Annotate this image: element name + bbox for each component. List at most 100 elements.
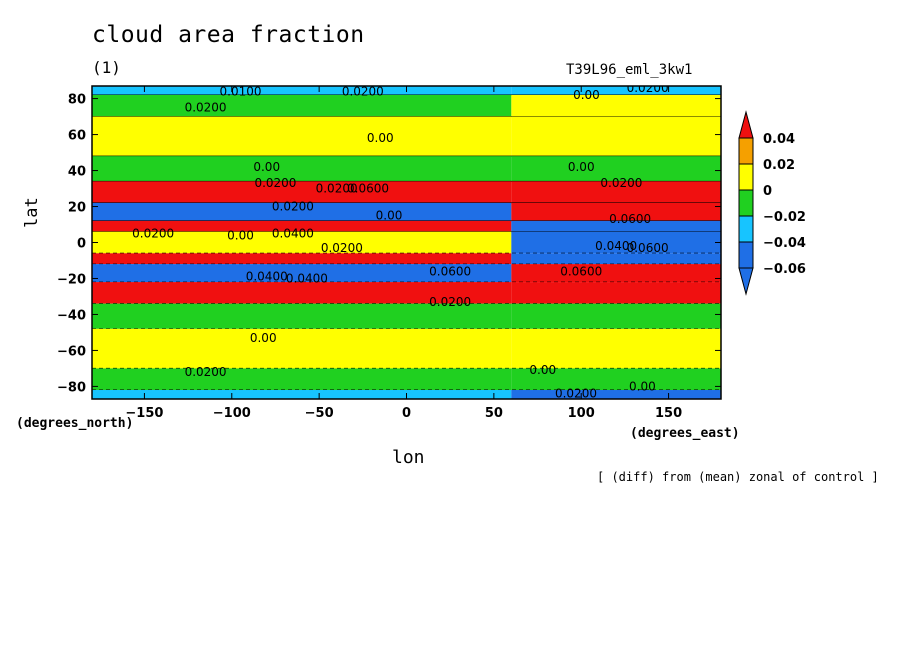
contour-label-1: 0.0200 [185,101,227,115]
contour-label-19: 0.0400 [595,239,637,253]
contour-label-21: 0.0400 [246,270,288,284]
y-ticks: −80 −60 −40 −20 0 20 40 60 80 [57,93,721,395]
band-west-8 [92,253,512,265]
contour-label-29: 0.00 [629,379,656,393]
band-west-4 [92,181,512,203]
band-west-10 [92,282,512,304]
band-west-3 [92,156,512,182]
chart-subtitle: (1) [92,58,121,77]
y-tick-label-0: −80 [57,380,86,395]
band-east-10 [511,282,721,304]
contour-label-16: 0.00 [227,228,254,242]
contour-label-17: 0.0400 [272,227,314,241]
band-east-5 [511,202,721,221]
colorbar-label-5: −0.06 [763,262,806,277]
contour-label-4: 0.0200 [627,81,669,95]
colorbar-segment-2 [738,163,754,191]
colorbar-segment-1 [738,137,754,165]
colorbar-label-2: 0 [763,184,772,199]
colorbar-segment-5 [738,241,754,269]
x-tick-label-4: 50 [485,406,503,421]
contour-label-18: 0.0200 [321,241,363,255]
contour-label-2: 0.0200 [342,84,384,98]
band-west-1 [92,94,512,117]
contour-label-28: 0.00 [529,363,556,377]
band-west-14 [92,390,512,399]
band-east-13 [511,368,721,391]
colorbar-top-arrow [738,110,754,139]
band-west-12 [92,328,512,369]
contour-label-6: 0.00 [253,160,280,174]
y-tick-label-2: −40 [57,308,86,323]
band-east-12 [511,328,721,369]
y-tick-label-3: −20 [57,272,86,287]
y-axis-unit: (degrees_north) [16,416,134,431]
x-tick-label-5: 100 [568,406,595,421]
band-east-7 [511,231,721,254]
contour-label-24: 0.0600 [560,264,602,278]
colorbar-bottom-arrow [738,267,754,296]
band-east-6 [511,220,721,232]
band-west-0 [92,86,512,95]
x-tick-label-3: 0 [402,406,411,421]
contour-label-15: 0.0200 [132,227,174,241]
contour-label-8: 0.0200 [316,182,358,196]
contour-label-26: 0.00 [250,331,277,345]
y-tick-label-7: 60 [68,129,86,144]
band-west-2 [92,116,512,157]
contour-label-14: 0.0600 [609,212,651,226]
band-east-14 [511,390,721,399]
x-axis-unit: (degrees_east) [630,426,740,441]
run-name: T39L96_eml_3kw1 [566,62,693,78]
contour-label-20: 0.0600 [627,241,669,255]
contour-label-5: 0.00 [367,131,394,145]
y-tick-label-8: 80 [68,93,86,108]
contour-label-22: 0.0400 [286,271,328,285]
contour-label-7: 0.0200 [254,176,296,190]
x-tick-label-1: −100 [213,406,251,421]
band-west-6 [92,220,512,232]
contour-label-23: 0.0600 [429,264,471,278]
contour-label-30: 0.0200 [555,387,597,401]
contour-fill-layer [92,86,721,399]
band-east-11 [511,303,721,329]
contour-label-3: 0.00 [573,88,600,102]
y-tick-label-6: 40 [68,165,86,180]
band-west-11 [92,303,512,329]
contour-label-11: 0.0200 [600,176,642,190]
band-east-3 [511,156,721,182]
contour-label-13: 0.00 [376,209,403,223]
band-west-13 [92,368,512,391]
contour-label-27: 0.0200 [185,365,227,379]
y-tick-label-5: 20 [68,201,86,216]
colorbar-label-4: −0.04 [763,236,806,251]
band-west-5 [92,202,512,221]
band-east-4 [511,181,721,203]
colorbar-label-0: 0.04 [763,132,795,147]
band-east-9 [511,264,721,283]
x-ticks: −150 −100 −50 0 50 100 150 [125,86,682,421]
contour-label-9: 0.0600 [347,182,389,196]
band-east-8 [511,253,721,265]
band-east-0 [511,86,721,95]
colorbar-segment-4 [738,215,754,243]
contour-label-12: 0.0200 [272,200,314,214]
x-axis-label: lon [392,447,425,468]
colorbar-segment-3 [738,189,754,217]
colorbar-label-3: −0.02 [763,210,806,225]
x-tick-label-2: −50 [305,406,334,421]
colorbar-label-1: 0.02 [763,158,795,173]
band-east-2 [511,116,721,157]
y-tick-label-1: −60 [57,344,86,359]
x-tick-label-6: 150 [655,406,682,421]
band-west-9 [92,264,512,283]
footnote: [ (diff) from (mean) zonal of control ] [597,470,879,484]
band-east-1 [511,94,721,117]
chart-title: cloud area fraction [92,22,365,48]
contour-label-10: 0.00 [568,160,595,174]
band-west-7 [92,231,512,254]
colorbar: 0.04 0.02 0 −0.02 −0.04 −0.06 [738,110,806,296]
x-tick-label-0: −150 [125,406,163,421]
